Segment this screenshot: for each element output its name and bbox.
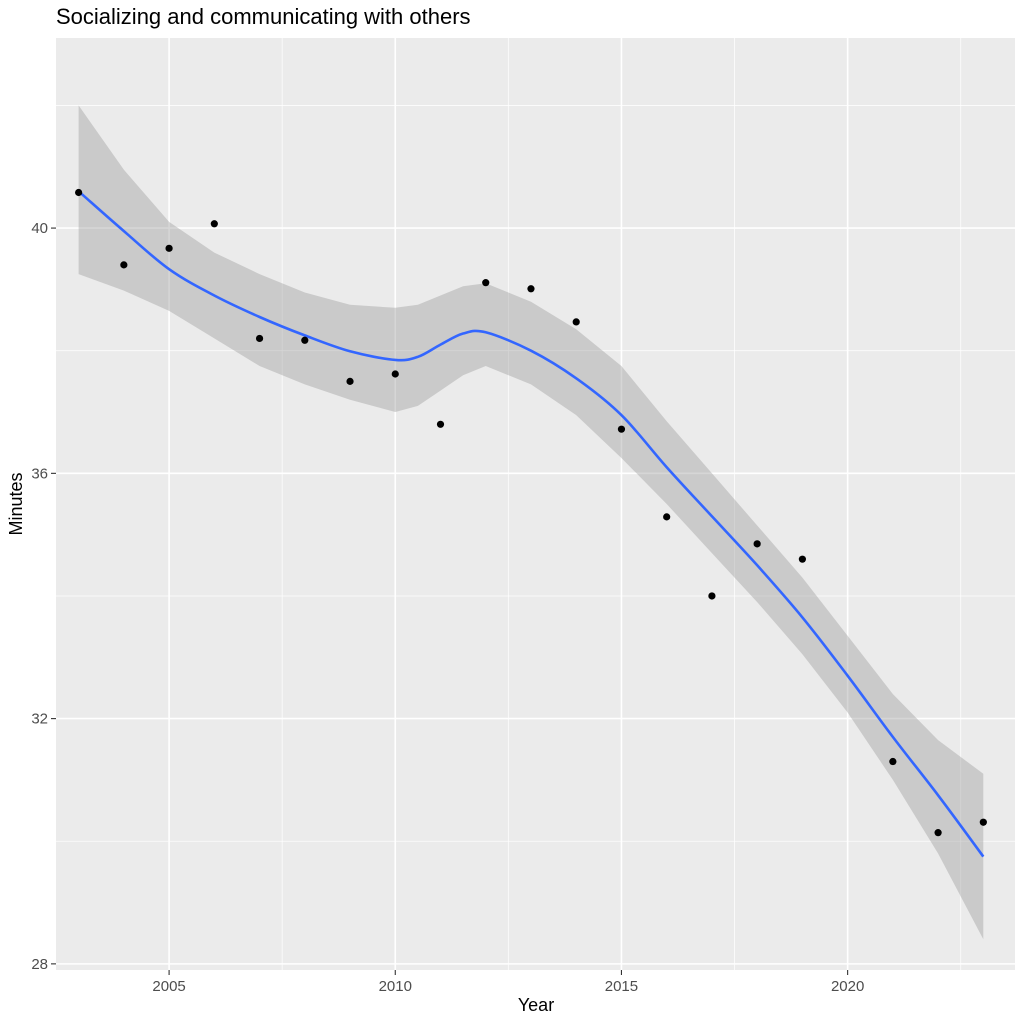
data-point-2006 [210,220,218,228]
confidence-ribbon [78,105,984,940]
x-tick-label-2010: 2010 [379,978,412,995]
data-point-2012 [482,279,490,287]
data-point-2022 [934,829,942,837]
chart-title: Socializing and communicating with other… [56,4,471,29]
y-tick-label-40: 40 [31,220,48,237]
data-point-2014 [572,318,580,326]
data-point-2017 [708,592,716,600]
data-point-2023 [979,818,987,826]
data-points [75,188,987,837]
x-tick-label-2015: 2015 [605,978,638,995]
y-axis-ticks: 28 32 36 40 [31,220,56,973]
y-axis-title: Minutes [6,472,26,535]
data-point-2015 [617,425,626,433]
x-tick-label-2005: 2005 [152,978,185,995]
y-tick-label-32: 32 [31,711,48,728]
x-axis-title: Year [518,995,554,1015]
data-point-2008 [301,336,309,344]
data-point-2005 [165,244,173,252]
data-point-2004 [120,261,128,269]
data-point-2007 [255,334,264,343]
data-point-2016 [663,513,671,521]
y-tick-label-28: 28 [31,956,48,973]
minor-gridlines [56,38,1015,970]
plot-panel [56,38,1015,970]
x-axis-ticks: 2005 2010 2015 2020 [152,970,864,995]
data-point-2003 [75,188,83,197]
data-point-2013 [527,285,535,293]
data-point-2018 [753,540,761,548]
data-point-2021 [889,757,897,766]
data-point-2010 [391,370,399,378]
data-point-2009 [346,377,354,385]
major-gridlines [56,38,1015,970]
smooth-trend-line [77,190,985,858]
x-tick-label-2020: 2020 [831,978,864,995]
y-tick-label-36: 36 [31,465,48,482]
data-point-2011 [436,420,445,428]
data-point-2019 [798,555,806,563]
